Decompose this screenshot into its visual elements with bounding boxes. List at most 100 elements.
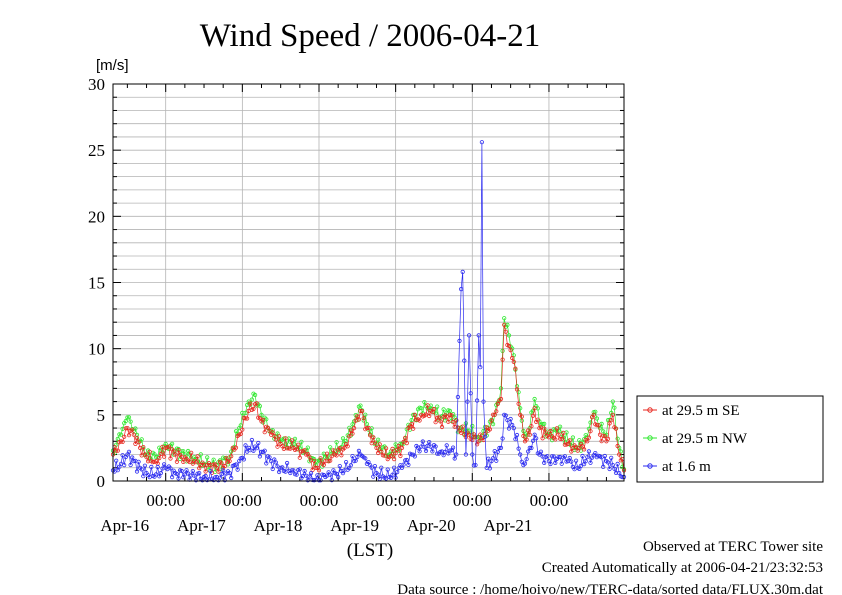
data-point bbox=[321, 462, 326, 467]
data-point bbox=[302, 448, 307, 453]
data-point bbox=[441, 453, 446, 458]
y-tick-label: 5 bbox=[97, 406, 106, 425]
data-point bbox=[144, 455, 149, 460]
data-point bbox=[508, 347, 513, 353]
data-point bbox=[217, 475, 223, 480]
data-point bbox=[605, 460, 611, 465]
data-point bbox=[115, 436, 120, 441]
data-point bbox=[535, 417, 540, 422]
data-point bbox=[115, 448, 120, 453]
data-point bbox=[181, 459, 186, 464]
data-point bbox=[318, 457, 323, 462]
data-point bbox=[449, 413, 454, 418]
data-point bbox=[361, 416, 366, 421]
x-tick-date-label: Apr-17 bbox=[177, 516, 226, 535]
data-point bbox=[348, 463, 353, 468]
data-point bbox=[200, 478, 205, 483]
data-point bbox=[213, 462, 218, 467]
data-point bbox=[388, 475, 393, 480]
data-point bbox=[363, 456, 368, 461]
data-point bbox=[173, 452, 178, 457]
data-point bbox=[494, 458, 499, 463]
data-point bbox=[395, 469, 400, 475]
data-point bbox=[350, 431, 355, 436]
data-point bbox=[516, 446, 521, 451]
data-point bbox=[450, 445, 456, 450]
data-point bbox=[508, 416, 513, 422]
data-point bbox=[249, 437, 254, 443]
x-tick-date-label: Apr-20 bbox=[407, 516, 456, 535]
data-point bbox=[591, 412, 596, 417]
data-point bbox=[573, 458, 579, 463]
data-point bbox=[241, 457, 246, 462]
data-point bbox=[444, 414, 449, 419]
data-point bbox=[476, 333, 481, 338]
data-point bbox=[205, 455, 210, 460]
data-point bbox=[518, 452, 523, 457]
data-point bbox=[114, 458, 119, 463]
data-point bbox=[168, 466, 173, 471]
data-point bbox=[588, 420, 593, 425]
data-point bbox=[238, 423, 243, 428]
data-point bbox=[245, 416, 250, 421]
data-point bbox=[181, 449, 186, 454]
data-point bbox=[273, 460, 278, 465]
data-point bbox=[136, 440, 141, 445]
data-point bbox=[334, 440, 339, 445]
data-point bbox=[356, 448, 361, 453]
data-point bbox=[498, 445, 504, 450]
data-point bbox=[324, 451, 330, 456]
data-point bbox=[473, 462, 478, 468]
data-point bbox=[122, 434, 127, 439]
data-point bbox=[514, 432, 520, 438]
legend: at 29.5 m SE at 29.5 m NW at 1.6 m bbox=[636, 395, 824, 483]
data-point bbox=[163, 441, 168, 446]
data-point bbox=[594, 416, 600, 421]
data-point bbox=[444, 443, 449, 448]
data-point bbox=[243, 416, 248, 421]
data-point bbox=[454, 417, 459, 423]
series-layer bbox=[110, 140, 627, 483]
data-point bbox=[358, 403, 363, 408]
data-point bbox=[567, 438, 572, 443]
data-point bbox=[548, 461, 553, 467]
data-point bbox=[308, 470, 314, 476]
data-point bbox=[409, 421, 414, 427]
series-2 bbox=[110, 140, 627, 483]
data-point bbox=[506, 426, 512, 431]
data-point bbox=[131, 458, 136, 464]
data-point bbox=[128, 462, 133, 468]
data-point bbox=[545, 454, 550, 459]
data-point bbox=[297, 455, 302, 460]
data-point bbox=[462, 358, 467, 363]
data-point bbox=[570, 435, 576, 440]
data-point bbox=[399, 465, 405, 470]
data-point bbox=[123, 426, 128, 431]
data-point bbox=[423, 448, 429, 453]
data-point bbox=[511, 359, 516, 364]
data-point bbox=[465, 399, 470, 404]
data-point bbox=[170, 441, 175, 446]
data-point bbox=[268, 458, 274, 464]
data-point bbox=[460, 269, 465, 274]
data-point bbox=[602, 434, 607, 439]
data-point bbox=[506, 333, 512, 338]
data-point bbox=[585, 455, 590, 460]
data-point bbox=[224, 455, 229, 460]
grid-lines bbox=[113, 83, 624, 482]
data-point bbox=[495, 401, 500, 406]
data-point bbox=[526, 449, 531, 454]
data-point bbox=[556, 432, 561, 437]
data-point bbox=[396, 443, 401, 448]
data-point bbox=[588, 429, 593, 434]
data-point bbox=[495, 449, 500, 454]
data-point bbox=[126, 415, 132, 420]
data-point bbox=[284, 460, 290, 466]
data-point bbox=[130, 455, 135, 460]
data-point bbox=[157, 474, 162, 479]
data-point bbox=[450, 419, 456, 425]
data-point bbox=[540, 421, 545, 427]
data-point bbox=[569, 449, 574, 454]
legend-box bbox=[636, 395, 824, 483]
data-point bbox=[342, 445, 347, 450]
